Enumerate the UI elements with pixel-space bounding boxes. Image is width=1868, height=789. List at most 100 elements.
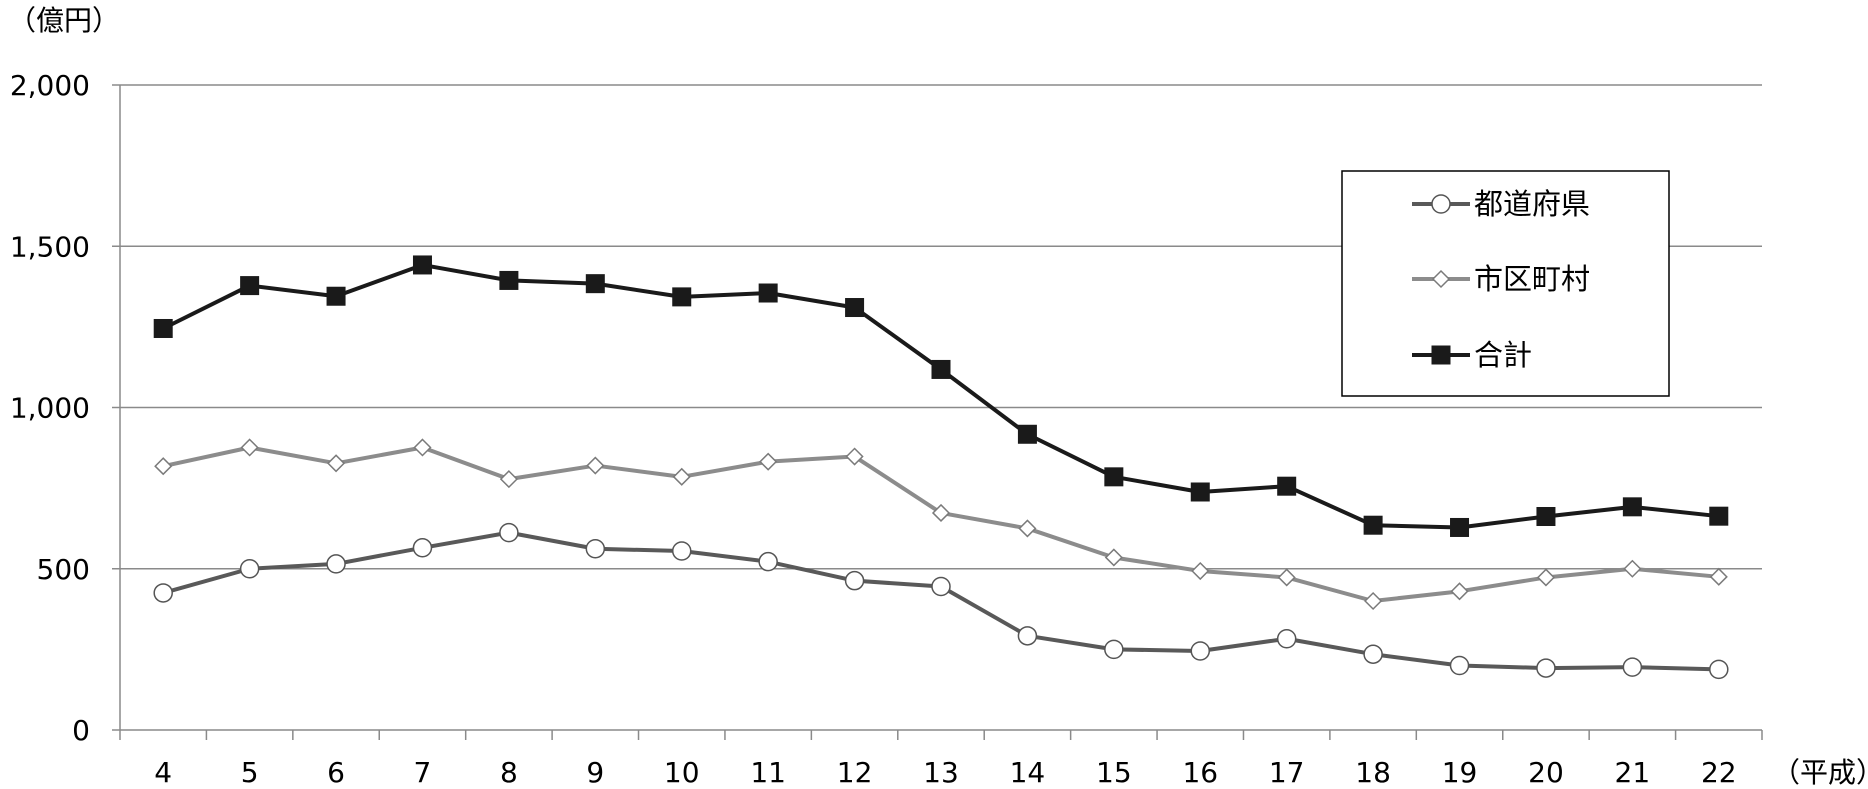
data-point (1104, 467, 1124, 487)
data-point (499, 522, 519, 543)
data-point (758, 551, 778, 572)
x-tick-label: 21 (1615, 756, 1651, 789)
x-tick-label: 13 (923, 756, 959, 789)
series-square (153, 255, 1729, 537)
data-point (1017, 424, 1037, 444)
data-point (239, 559, 260, 579)
data-point (326, 554, 346, 574)
data-point (1190, 482, 1210, 502)
data-point (499, 470, 518, 489)
x-tick-label: 8 (500, 756, 518, 789)
data-point (931, 503, 951, 523)
legend-label: 合計 (1474, 338, 1532, 372)
data-point (1449, 655, 1470, 676)
x-tick-label: 6 (327, 756, 345, 789)
x-tick-label: 7 (414, 756, 432, 789)
data-point (1622, 657, 1643, 677)
data-point (585, 274, 605, 294)
data-point (326, 454, 346, 473)
data-point (1536, 507, 1556, 527)
data-point (153, 583, 173, 603)
x-tick-label: 9 (586, 756, 604, 789)
data-point (844, 570, 865, 591)
data-point (1536, 658, 1556, 678)
x-tick-label: 10 (664, 756, 700, 789)
data-point (931, 576, 951, 597)
data-point (154, 457, 173, 476)
data-point (1450, 582, 1469, 601)
data-point (1277, 476, 1297, 496)
data-point (1190, 641, 1211, 661)
data-point (758, 283, 778, 303)
series-line (162, 530, 1719, 672)
legend-label: 都道府県 (1474, 187, 1590, 221)
y-tick-label: 0 (72, 714, 90, 747)
legend-marker (1431, 269, 1451, 289)
data-point (1536, 568, 1556, 587)
data-point (1277, 568, 1296, 587)
data-point (585, 539, 606, 559)
data-point (1276, 628, 1297, 649)
data-point (672, 287, 692, 307)
x-tick-label: 16 (1182, 756, 1218, 789)
data-point (412, 538, 433, 558)
legend-box (1341, 170, 1670, 397)
data-point (931, 359, 951, 379)
x-tick-labels: 4 5 6 7 8 9 10 11 12 13 14 15 16 17 18 19 20 21 22 (154, 756, 1736, 789)
x-unit-label: （平成） (1772, 756, 1868, 789)
data-point (1104, 548, 1123, 567)
data-point (845, 447, 864, 466)
data-point (1363, 515, 1383, 535)
data-point (499, 270, 519, 290)
legend-marker (1431, 194, 1451, 214)
x-tick-label: 14 (1010, 756, 1046, 789)
data-point (759, 452, 778, 471)
data-point (1622, 497, 1642, 517)
data-point (1709, 506, 1729, 526)
x-tick-label: 22 (1701, 756, 1737, 789)
data-point (1017, 626, 1038, 646)
data-point (1450, 517, 1470, 537)
y-tick-label: 2,000 (10, 69, 90, 102)
x-tick-label: 12 (837, 756, 873, 789)
data-point (586, 456, 605, 475)
axes (112, 84, 1763, 740)
data-point (671, 541, 692, 561)
data-point (326, 286, 346, 306)
y-tick-label: 1,500 (10, 230, 90, 263)
data-point (1364, 591, 1383, 611)
series-group (153, 255, 1729, 680)
data-point (413, 438, 432, 457)
data-point (1018, 519, 1037, 538)
x-tick-label: 20 (1528, 756, 1564, 789)
y-tick-label: 500 (37, 553, 90, 586)
series-circle (153, 522, 1729, 680)
y-unit-label: （億円） (8, 4, 120, 37)
x-tick-label: 11 (750, 756, 786, 789)
data-point (1191, 561, 1210, 581)
legend-label: 市区町村 (1474, 262, 1590, 296)
data-point (412, 255, 432, 275)
data-point (153, 318, 173, 338)
x-tick-label: 5 (241, 756, 259, 789)
x-tick-label: 18 (1355, 756, 1391, 789)
data-point (672, 467, 691, 486)
y-tick-label: 1,000 (10, 392, 90, 425)
data-point (1709, 567, 1728, 586)
data-point (1104, 639, 1124, 660)
data-point (1709, 659, 1729, 680)
series-diamond (154, 438, 1728, 611)
data-point (240, 276, 260, 296)
data-point (1363, 644, 1383, 664)
grid-lines (120, 84, 1762, 570)
data-point (240, 438, 259, 457)
data-point (845, 298, 865, 318)
data-point (1623, 559, 1642, 578)
x-tick-label: 19 (1442, 756, 1478, 789)
x-tick-label: 15 (1096, 756, 1132, 789)
legend-marker (1431, 345, 1451, 365)
x-tick-label: 4 (154, 756, 172, 789)
y-tick-labels: 0 500 1,000 1,500 2,000 (10, 69, 90, 747)
